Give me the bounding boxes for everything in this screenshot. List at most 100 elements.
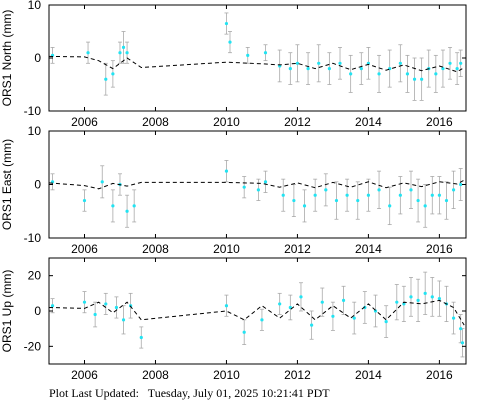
observation-point [363,305,367,310]
observation-point [82,300,87,304]
observation-point [317,61,321,65]
y-tick-label: 10 [28,0,42,12]
footer-timestamp: Tuesday, July 01, 2025 10:21:41 PDT [147,386,330,400]
up-panel: 2006 2008 2010 2012 2014 2016 20 0 -20 ORS1 Up (m… [0,257,467,382]
observation-point [423,291,427,295]
observation-point [395,300,399,304]
observation-point [366,193,371,197]
observation-point [412,77,417,81]
observation-point [434,72,438,76]
observation-point [281,193,285,197]
observation-point [139,335,143,340]
observation-point [125,209,129,213]
y-axis-label: ORS1 North (mm) [0,10,14,107]
y-axis-label: ORS1 East (mm) [0,139,14,230]
observation-point [331,314,335,318]
x-tick-label: 2014 [355,242,382,256]
observation-point [242,330,246,334]
observation-point [359,67,363,71]
observation-point [444,198,449,203]
observation-point [50,304,55,308]
y-tick-label: 20 [28,269,42,283]
y-tick-label: -10 [24,231,42,245]
x-tick-label: 2016 [426,242,453,256]
observation-point [420,77,424,81]
observation-point [388,204,392,208]
observation-point [310,323,314,327]
observation-point [430,295,434,299]
observation-point [409,188,413,192]
x-tick-label: 2016 [426,368,453,382]
observation-point [402,302,406,306]
x-tick-label: 2012 [284,368,311,382]
observation-point [121,318,126,322]
observation-point [338,61,342,65]
observation-point [437,297,441,301]
footer-label: Plot Last Updated: [49,386,139,400]
x-tick-label: 2012 [284,242,311,256]
observation-point [384,320,388,324]
observation-point [451,316,456,320]
x-tick-label: 2006 [71,115,98,129]
x-tick-label: 2014 [355,368,382,382]
observation-point [398,193,402,197]
observation-point [129,304,133,308]
model-line [48,299,465,326]
observation-point [288,67,292,71]
observation-point [455,67,459,71]
plot-frame [48,257,467,365]
observation-point [451,188,456,192]
observation-point [263,180,268,184]
model-line [48,55,465,73]
observation-point [356,198,360,203]
x-tick-label: 2006 [71,242,98,256]
y-tick-label: 0 [34,178,41,192]
observation-point [104,77,108,81]
observation-point [313,193,317,197]
observation-point [409,295,413,299]
observation-point [86,51,90,55]
x-tick-label: 2008 [142,115,169,129]
observation-point [352,316,356,320]
observation-point [448,61,452,65]
x-tick-label: 2010 [213,115,240,129]
observation-point [278,302,282,306]
x-tick-label: 2010 [213,368,240,382]
observation-point [441,67,445,71]
x-tick-label: 2012 [284,115,311,129]
observation-point [459,61,463,65]
observation-point [377,188,381,192]
x-tick-label: 2006 [71,368,98,382]
observation-point [334,198,339,203]
observation-point [295,61,300,65]
observation-point [121,45,126,50]
observation-point [246,53,250,57]
observation-point [111,204,115,208]
observation-point [324,188,328,192]
x-tick-label: 2014 [355,115,382,129]
observation-point [100,180,104,184]
observation-point [459,182,463,187]
observation-point [460,341,465,345]
y-tick-label: 10 [28,124,42,138]
observation-point [125,51,129,55]
observation-point [327,67,331,71]
observation-point [114,305,119,310]
observation-point [349,72,353,76]
observation-point [260,318,264,322]
y-tick-label: 0 [34,51,41,65]
observation-point [242,185,246,189]
y-axis-label: ORS1 Up (mm) [0,270,14,353]
observation-point [118,51,122,55]
observation-point [288,305,292,310]
y-tick-label: -20 [24,339,42,353]
observation-point [228,40,232,44]
east-panel: 2006 2008 2010 2012 2014 2016 10 0 -10 ORS1 East … [0,124,467,256]
plot-frame [48,4,467,112]
north-panel: 2006 2008 2010 2012 2014 2016 10 0 -10 ORS1 North… [0,0,467,129]
observation-point [377,72,381,76]
observation-point [320,300,324,304]
observation-point [405,72,410,76]
observation-point [256,188,260,192]
